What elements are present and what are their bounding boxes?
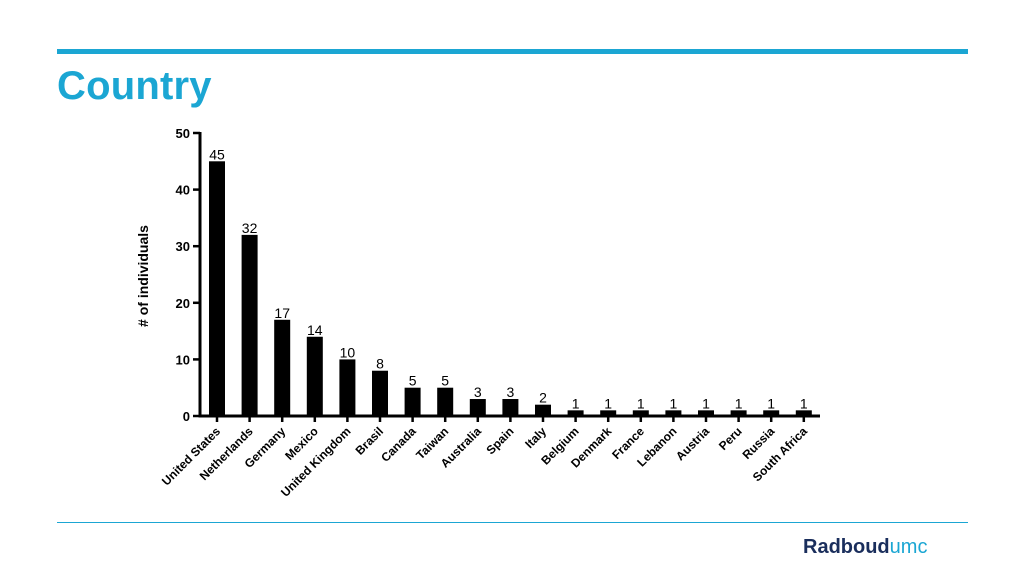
bar-data-label: 1 [767,395,775,411]
bar-data-label: 1 [735,395,743,411]
x-axis: United StatesNetherlandsGermanyMexicoUni… [159,414,820,500]
bar-data-label: 17 [274,305,290,321]
logo-main-text: Radboud [803,536,890,558]
bar-data-label: 14 [307,322,323,338]
x-tick-label: Peru [716,424,745,453]
y-axis: 0 10 20 30 40 50 [176,126,202,424]
bar-data-label: 8 [376,356,384,372]
bar-data-label: 3 [507,384,515,400]
bar [372,370,388,416]
bar-data-label: 3 [474,384,482,400]
bar [698,410,714,416]
bar [404,387,421,416]
x-tick-label: Spain [484,424,517,457]
bar-data-label: 10 [340,344,356,360]
bar-data-label: 45 [209,146,225,162]
bar [339,359,356,416]
bar [274,319,291,416]
top-accent-rule [57,49,968,54]
bottom-accent-rule [57,522,968,523]
bar [469,399,486,416]
radboudumc-logo: Radboudumc [803,536,927,559]
bar [600,410,617,416]
bar [567,410,584,416]
logo-suffix-text: umc [889,536,928,558]
bar [632,410,649,416]
bar [665,410,682,416]
y-tick-label: 0 [183,409,190,424]
bar-data-label: 1 [800,395,808,411]
bar-data-label: 5 [409,373,417,389]
bar [306,336,323,416]
y-tick-label: 30 [176,239,190,254]
bar [437,387,454,416]
bar [535,404,551,416]
bar-data-label: 5 [441,373,449,389]
bar-data-label: 32 [242,220,258,236]
y-tick-label: 20 [176,296,190,311]
y-tick-label: 50 [176,126,190,141]
bar [795,410,812,416]
bar-data-label: 1 [637,395,645,411]
x-tick-label: Canada [378,424,419,465]
bar [502,399,519,416]
bar [241,234,258,416]
x-tick-label: Austria [673,424,712,463]
bar-data-label: 1 [604,395,612,411]
y-axis-label: # of individuals [135,225,151,327]
bar [730,410,747,416]
bar-data-label: 1 [702,395,710,411]
bar-data-label: 2 [539,390,547,406]
slide-title: Country [57,64,212,108]
y-tick-label: 10 [176,352,190,367]
y-tick-label: 40 [176,183,190,198]
bar-data-label: 1 [572,395,580,411]
bar [763,410,780,416]
bar [209,161,225,416]
bar-data-label: 1 [670,395,678,411]
x-tick-label: Italy [522,424,549,451]
